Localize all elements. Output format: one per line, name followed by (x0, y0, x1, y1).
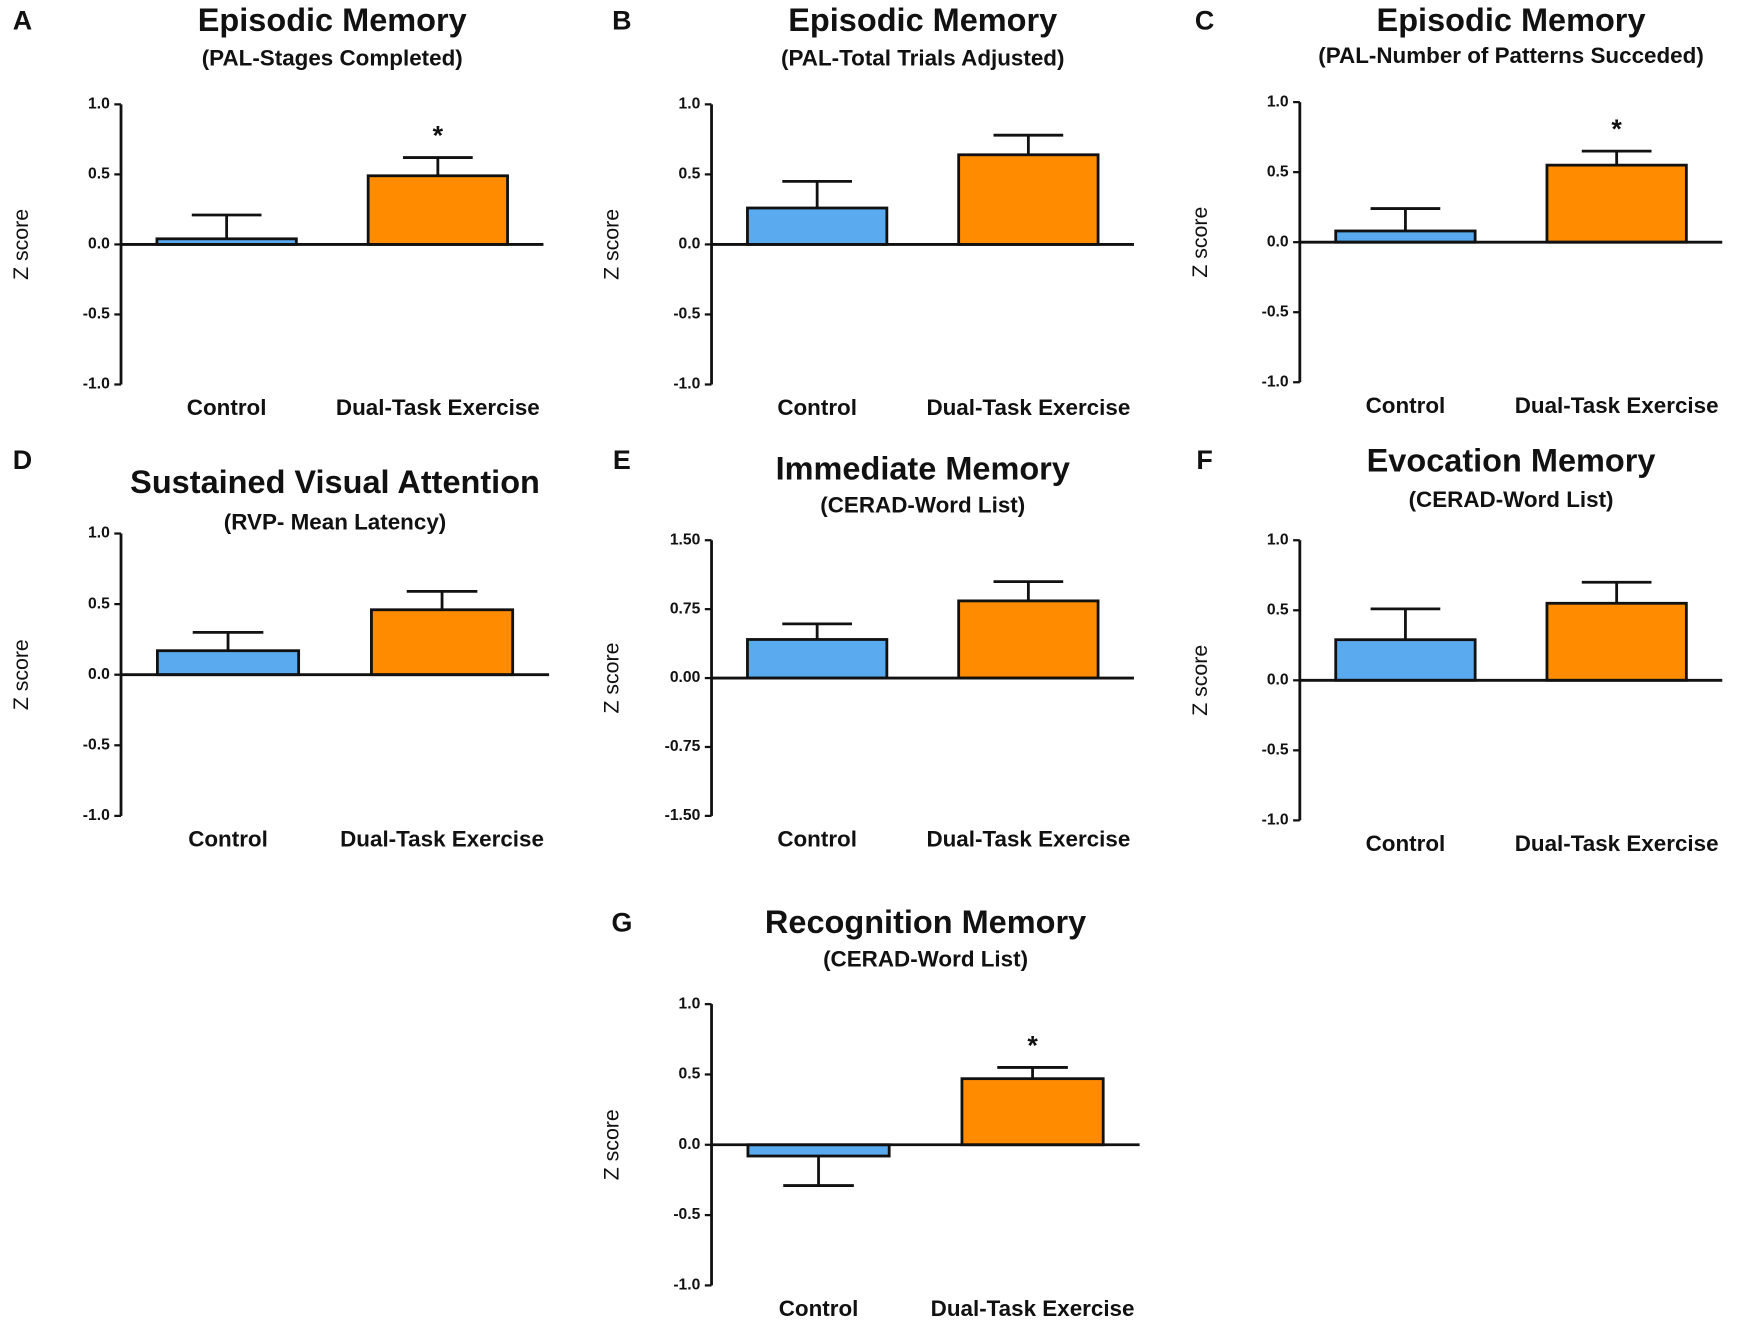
x-tick-label: Control (1366, 831, 1446, 856)
x-tick-label: Dual-Task Exercise (336, 395, 540, 420)
x-tick-label: Dual-Task Exercise (926, 395, 1130, 420)
chart-title: Immediate Memory (776, 450, 1070, 486)
y-tick-label: 0.5 (1267, 163, 1289, 180)
bar (156, 649, 301, 677)
y-tick-label: 0.0 (679, 1136, 701, 1153)
y-tick-label: -1.0 (1262, 812, 1289, 829)
y-tick-label: 0.5 (679, 1066, 701, 1083)
panel-letter: B (612, 6, 631, 36)
x-tick-label: Control (1366, 393, 1446, 418)
bar (957, 153, 1100, 246)
chart-title: Episodic Memory (788, 2, 1057, 38)
y-tick-label: -1.0 (673, 1277, 700, 1294)
y-tick-label: 0.00 (670, 669, 701, 686)
chart-subtitle: (PAL-Stages Completed) (202, 45, 463, 70)
panel-letter: D (13, 445, 32, 475)
bar (746, 638, 889, 680)
y-axis-label: Z score (9, 209, 33, 280)
y-tick-label: 1.0 (1267, 93, 1289, 110)
x-tick-label: Control (777, 395, 857, 420)
y-tick-label: -1.0 (673, 376, 700, 393)
x-tick-label: Dual-Task Exercise (340, 826, 544, 851)
y-axis-label: Z score (600, 209, 624, 280)
y-axis-label: Z score (1188, 645, 1212, 716)
bar (1334, 638, 1477, 682)
bar (1545, 163, 1688, 244)
y-tick-label: 1.0 (679, 95, 701, 112)
y-tick-label: 1.50 (670, 531, 701, 548)
chart-subtitle: (CERAD-Word List) (823, 946, 1028, 971)
chart-title: Episodic Memory (1377, 2, 1646, 38)
y-tick-label: 0.0 (679, 236, 701, 253)
bar (746, 206, 889, 246)
chart-title: Sustained Visual Attention (130, 464, 540, 500)
panel-letter: E (613, 445, 631, 475)
y-tick-label: -0.75 (665, 738, 701, 755)
panel-letter: A (13, 6, 32, 36)
y-axis-label: Z score (600, 1109, 624, 1180)
panel-letter: C (1195, 6, 1214, 36)
panel-letter: G (611, 908, 632, 938)
y-tick-label: 0.5 (88, 595, 110, 612)
bar (1545, 601, 1688, 682)
bar (960, 1077, 1105, 1147)
y-tick-label: 0.0 (88, 236, 110, 253)
x-tick-label: Dual-Task Exercise (931, 1296, 1135, 1321)
y-tick-label: 0.0 (88, 666, 110, 683)
bar (370, 608, 515, 677)
x-tick-label: Dual-Task Exercise (1515, 831, 1719, 856)
y-tick-label: -0.5 (83, 306, 110, 323)
significance-marker: * (1611, 114, 1622, 144)
chart-subtitle: (PAL-Number of Patterns Succeded) (1318, 43, 1704, 68)
x-tick-label: Dual-Task Exercise (1515, 393, 1719, 418)
y-tick-label: -0.5 (673, 1206, 700, 1223)
y-tick-label: 0.75 (670, 600, 701, 617)
x-tick-label: Control (779, 1296, 859, 1321)
y-tick-label: -0.5 (83, 736, 110, 753)
chart-subtitle: (PAL-Total Trials Adjusted) (781, 45, 1064, 70)
y-tick-label: 0.0 (1267, 233, 1289, 250)
panel-letter: F (1196, 445, 1212, 475)
chart-subtitle: (CERAD-Word List) (1409, 487, 1614, 512)
y-tick-label: 1.0 (1267, 531, 1289, 548)
y-tick-label: -0.5 (673, 306, 700, 323)
bar (1334, 229, 1477, 244)
y-tick-label: 0.5 (1267, 601, 1289, 618)
chart-title: Evocation Memory (1367, 443, 1656, 479)
y-tick-label: -1.0 (1262, 373, 1289, 390)
y-axis-label: Z score (9, 639, 33, 710)
y-tick-label: -1.0 (83, 376, 110, 393)
y-tick-label: 1.0 (88, 95, 110, 112)
bar (957, 599, 1100, 680)
significance-marker: * (433, 121, 444, 151)
y-tick-label: -0.5 (1262, 741, 1289, 758)
y-axis-label: Z score (1188, 207, 1212, 278)
y-axis-label: Z score (600, 643, 624, 714)
significance-marker: * (1027, 1030, 1038, 1060)
bar (746, 1143, 891, 1158)
x-tick-label: Control (188, 826, 268, 851)
chart-subtitle: (CERAD-Word List) (820, 493, 1025, 518)
y-tick-label: 0.5 (88, 166, 110, 183)
chart-title: Recognition Memory (765, 904, 1086, 940)
chart-subtitle: (RVP- Mean Latency) (224, 509, 446, 534)
x-tick-label: Dual-Task Exercise (926, 826, 1130, 851)
x-tick-label: Control (187, 395, 267, 420)
y-tick-label: -1.50 (665, 807, 701, 824)
y-tick-label: -1.0 (83, 807, 110, 824)
y-tick-label: 0.0 (1267, 671, 1289, 688)
y-tick-label: 1.0 (679, 995, 701, 1012)
y-tick-label: -0.5 (1262, 303, 1289, 320)
chart-title: Episodic Memory (198, 2, 467, 38)
y-tick-label: 0.5 (679, 166, 701, 183)
x-tick-label: Control (777, 826, 857, 851)
bar (366, 174, 509, 246)
y-tick-label: 1.0 (88, 525, 110, 542)
